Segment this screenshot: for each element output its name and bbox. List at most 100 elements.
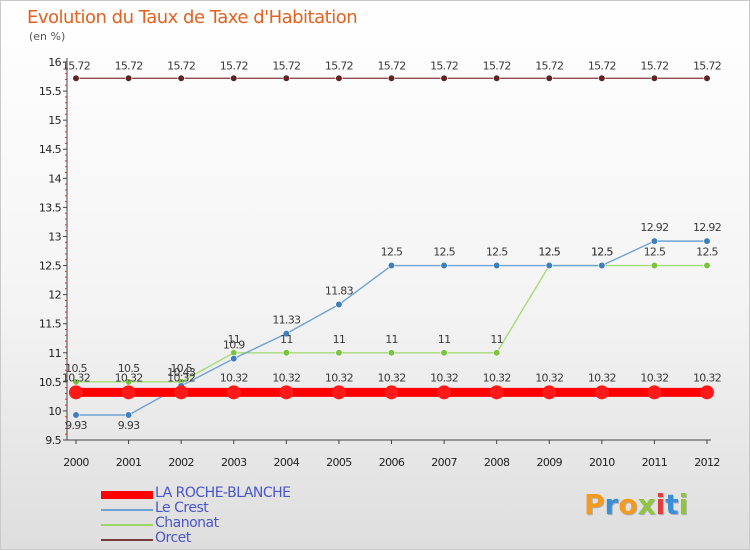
data-label: 15.72 (220, 59, 248, 72)
data-point (594, 385, 609, 400)
data-point (177, 74, 185, 82)
legend-swatch (101, 539, 153, 541)
y-tick-label: 15 (48, 114, 61, 127)
data-label: 11 (280, 333, 293, 346)
logo-letter: P (584, 488, 605, 521)
data-label: 11.83 (325, 285, 354, 298)
data-label: 10.32 (378, 371, 406, 384)
data-label: 12.5 (486, 246, 508, 259)
data-label: 10.32 (693, 371, 721, 384)
x-tick-label: 2002 (168, 456, 194, 469)
data-label: 12.5 (433, 246, 455, 259)
data-label: 11.33 (272, 314, 301, 327)
y-tick-label: 12.5 (39, 260, 62, 273)
data-label: 12.5 (696, 246, 718, 259)
legend-swatch (101, 491, 153, 499)
chart-title: Evolution du Taux de Taxe d'Habitation (27, 7, 358, 28)
data-label: 10.5 (65, 362, 87, 375)
data-point (440, 349, 448, 357)
data-label: 15.72 (272, 59, 300, 72)
data-label: 10.32 (325, 371, 353, 384)
data-point (387, 261, 396, 270)
y-tick-label: 9.5 (45, 434, 61, 447)
data-point (230, 74, 238, 82)
legend-label: LA ROCHE-BLANCHE (155, 485, 291, 501)
data-point (542, 385, 557, 400)
data-label: 15.72 (62, 59, 90, 72)
data-label: 9.93 (118, 419, 140, 432)
x-tick-label: 2003 (221, 456, 247, 469)
data-label: 15.72 (325, 59, 353, 72)
data-label: 10.32 (430, 371, 458, 384)
data-label: 12.5 (538, 246, 560, 259)
y-tick-label: 10 (48, 405, 61, 418)
data-point (650, 74, 659, 82)
x-tick-label: 2005 (326, 456, 352, 469)
data-point (703, 74, 711, 82)
x-tick-label: 2009 (536, 456, 562, 469)
x-tick-label: 2001 (116, 456, 142, 469)
logo-letter: x (637, 488, 656, 521)
data-label: 10.32 (167, 371, 195, 384)
data-label: 9.93 (65, 419, 87, 432)
series-layer (69, 74, 714, 419)
data-label: 10.43 (167, 366, 196, 379)
x-tick-label: 2007 (431, 456, 457, 469)
y-tick-label: 10.5 (39, 376, 62, 389)
data-label: 10.32 (272, 371, 300, 384)
y-tick-label: 16 (48, 56, 61, 69)
data-label: 12.5 (591, 246, 613, 259)
data-label: 11 (385, 333, 398, 346)
data-point (124, 378, 133, 386)
data-point (387, 349, 396, 357)
logo-letter: i (678, 488, 689, 521)
data-point (121, 385, 136, 400)
y-tick-label: 11.5 (39, 318, 62, 331)
data-point (545, 261, 553, 270)
data-point (650, 237, 659, 245)
data-point (124, 411, 133, 419)
data-label: 12.92 (693, 221, 721, 234)
data-label: 10.9 (223, 339, 245, 352)
data-point (69, 385, 83, 400)
data-point (440, 261, 448, 270)
x-tick-label: 2004 (274, 456, 300, 469)
data-point (440, 74, 448, 82)
y-tick-label: 14.5 (39, 143, 62, 156)
legend-swatch (101, 524, 153, 526)
data-point (650, 261, 659, 270)
logo-letter: r (604, 488, 619, 521)
data-point (72, 411, 80, 419)
x-tick-label: 2006 (379, 456, 405, 469)
data-labels-layer: 15.72 15.72 15.72 15.72 15.72 15.72 15.72 15.72… (62, 59, 722, 432)
data-label: 15.72 (483, 59, 511, 72)
data-point (335, 349, 343, 357)
data-label: 10.32 (220, 371, 248, 384)
data-label: 15.72 (588, 59, 616, 72)
data-label: 10.32 (115, 371, 143, 384)
data-point (384, 385, 399, 400)
data-point (72, 74, 80, 82)
x-tick-label: 2008 (484, 456, 510, 469)
data-point (703, 261, 711, 270)
y-tick-label: 12 (48, 289, 61, 302)
data-label: 15.72 (115, 59, 143, 72)
data-point (230, 354, 238, 363)
chart-axes: 9.51010.51111.51212.51313.51414.51515.51… (39, 56, 720, 469)
data-label: 12.5 (381, 246, 403, 259)
data-point (174, 385, 189, 400)
data-label: 11 (438, 333, 451, 346)
data-point (489, 385, 504, 400)
data-label: 11 (333, 333, 346, 346)
data-label: 10.5 (118, 362, 140, 375)
data-label: 10.32 (62, 371, 90, 384)
data-point (282, 349, 290, 357)
y-tick-label: 13 (48, 230, 61, 243)
logo-letter: o (618, 488, 638, 521)
data-point (335, 300, 343, 309)
chart-subtitle: (en %) (29, 30, 66, 43)
logo-letter: i (655, 488, 666, 521)
data-point (282, 329, 290, 338)
